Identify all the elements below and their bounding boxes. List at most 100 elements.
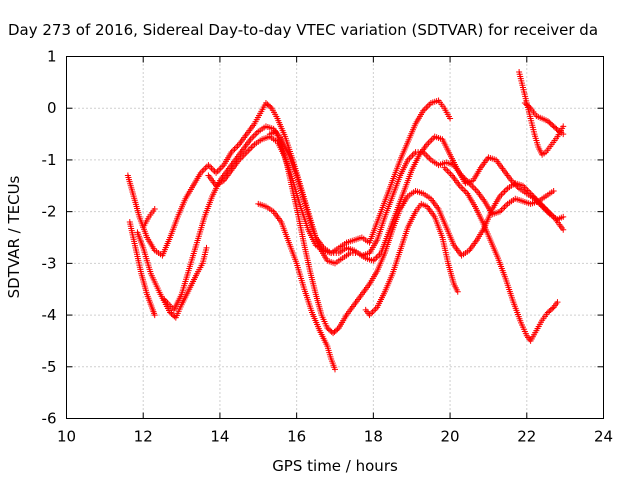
data-point — [501, 188, 508, 195]
data-point — [549, 122, 556, 129]
data-point — [246, 146, 253, 153]
data-point — [444, 167, 451, 174]
data-point — [203, 244, 210, 251]
series-track-3 — [134, 229, 210, 321]
data-point — [374, 253, 381, 260]
data-point — [200, 166, 207, 173]
data-point — [550, 123, 557, 130]
data-point — [371, 307, 378, 314]
data-point — [554, 299, 561, 306]
y-tick-label: -3 — [42, 254, 57, 272]
data-point — [472, 186, 479, 193]
data-point — [249, 134, 256, 141]
data-point — [332, 327, 339, 334]
data-point — [369, 308, 376, 315]
y-axis-label: SDTVAR / TECUs — [5, 175, 23, 298]
data-point — [210, 166, 217, 173]
data-point — [560, 131, 567, 138]
data-point — [426, 155, 433, 162]
data-point — [206, 163, 213, 170]
data-points — [124, 69, 567, 373]
data-point — [546, 308, 553, 315]
data-point — [560, 123, 567, 130]
data-point — [245, 147, 252, 154]
data-point — [330, 330, 337, 337]
data-point — [253, 130, 260, 137]
x-tick-label: 16 — [287, 428, 306, 446]
series-track-6 — [205, 133, 557, 259]
series-track-8 — [266, 128, 567, 337]
y-tick-label: -1 — [42, 151, 57, 169]
data-point — [331, 328, 338, 335]
chart-title: Day 273 of 2016, Sidereal Day-to-day VTE… — [8, 21, 598, 39]
data-point — [523, 101, 530, 108]
data-point — [167, 309, 174, 316]
data-point — [250, 133, 257, 140]
series-track-4 — [140, 206, 158, 231]
x-tick-label: 14 — [210, 428, 229, 446]
data-point — [521, 100, 528, 107]
x-tick-label: 22 — [517, 428, 536, 446]
data-point — [424, 103, 431, 110]
data-point — [248, 144, 255, 151]
data-point — [202, 165, 209, 172]
data-point — [498, 191, 505, 198]
data-point — [229, 147, 236, 154]
x-tick-label: 18 — [364, 428, 383, 446]
data-point — [544, 118, 551, 125]
y-tick-label: -5 — [42, 358, 57, 376]
data-point — [208, 165, 215, 172]
data-point — [560, 213, 567, 220]
data-point — [409, 152, 416, 159]
data-point — [550, 187, 557, 194]
data-point — [425, 139, 432, 146]
series-track-10 — [441, 164, 561, 344]
data-point — [233, 144, 240, 151]
data-point — [267, 103, 274, 110]
data-point — [503, 202, 510, 209]
data-point — [424, 153, 431, 160]
data-point — [264, 101, 271, 108]
data-point — [231, 146, 238, 153]
data-point — [442, 166, 449, 173]
data-point — [552, 124, 559, 131]
data-point — [500, 190, 507, 197]
data-point — [252, 131, 259, 138]
data-point — [547, 120, 554, 127]
data-point — [199, 168, 206, 175]
data-point — [547, 306, 554, 313]
data-point — [332, 366, 338, 373]
series-track-11 — [516, 69, 567, 158]
y-tick-label: 0 — [47, 99, 57, 117]
data-point — [262, 100, 269, 107]
data-point — [458, 184, 465, 191]
data-point — [553, 125, 560, 132]
data-point — [423, 152, 430, 159]
x-tick-label: 10 — [57, 428, 76, 446]
data-point — [217, 165, 224, 172]
data-point — [445, 169, 452, 176]
data-point — [447, 170, 454, 177]
data-point — [500, 205, 507, 212]
series-track-5 — [161, 123, 567, 313]
data-point — [454, 288, 461, 295]
series-track-7 — [255, 200, 338, 373]
x-tick-label: 20 — [441, 428, 460, 446]
data-point — [503, 186, 510, 193]
data-point — [526, 103, 533, 110]
data-point — [447, 115, 454, 122]
data-point — [324, 325, 331, 331]
plot-frame — [66, 56, 604, 419]
data-point — [421, 106, 428, 113]
y-tick-label: -4 — [42, 306, 57, 324]
data-point — [459, 185, 466, 192]
data-point — [423, 104, 430, 111]
data-point — [524, 102, 531, 109]
data-point — [205, 162, 212, 169]
data-point — [249, 142, 256, 149]
data-point — [554, 127, 561, 134]
y-tick-label: -6 — [42, 410, 57, 428]
data-point — [427, 138, 434, 145]
data-point — [371, 256, 378, 263]
